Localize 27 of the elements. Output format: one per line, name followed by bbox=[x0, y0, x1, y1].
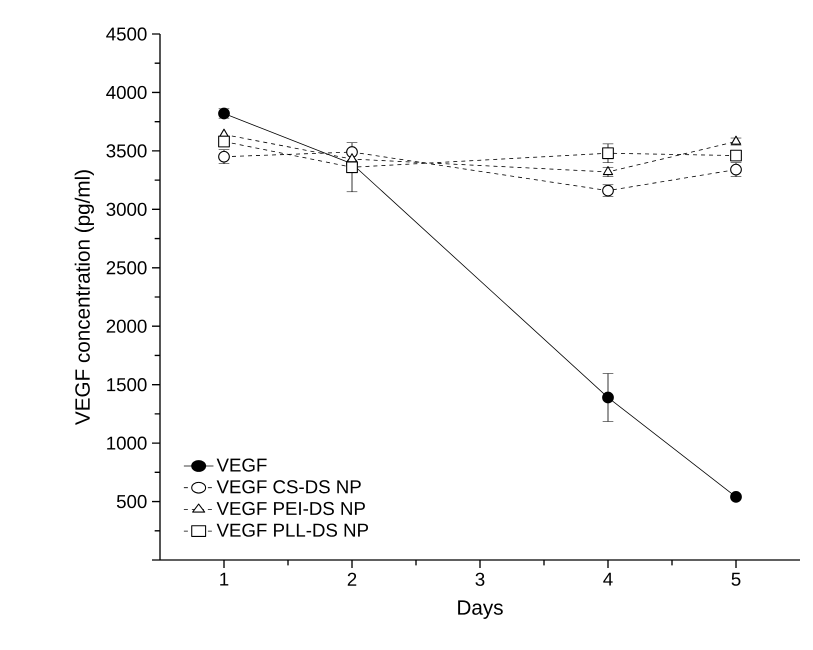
x-tick-label: 3 bbox=[476, 572, 484, 586]
y-tick-label: 2000 bbox=[106, 320, 147, 333]
point bbox=[602, 147, 614, 160]
y-tick-label: 1500 bbox=[107, 378, 147, 392]
point bbox=[602, 392, 614, 404]
y-tick-label: 4000 bbox=[106, 86, 147, 100]
y-tick-label: 3500 bbox=[106, 144, 147, 158]
y-tick-label: 1000 bbox=[107, 436, 147, 450]
y-tick-label: 500 bbox=[116, 494, 147, 508]
legend-label: VEGF PLL-DS NP bbox=[216, 524, 368, 537]
x-tick-label: 5 bbox=[732, 572, 740, 586]
y-axis-title: VEGF concentration (pg/ml) bbox=[74, 170, 94, 425]
point bbox=[730, 491, 742, 503]
point bbox=[730, 150, 742, 162]
point bbox=[730, 136, 742, 145]
legend-label: VEGF CS-DS NP bbox=[216, 480, 361, 494]
x-tick-label: 2 bbox=[348, 572, 356, 586]
x-axis-title: Days bbox=[458, 600, 503, 619]
legend-label: VEGF PEI-DS NP bbox=[216, 502, 365, 516]
y-tick-label: 2500 bbox=[106, 261, 147, 274]
legend-label: VEGF bbox=[216, 458, 267, 472]
x-tick-label: 4 bbox=[603, 572, 613, 586]
point bbox=[346, 161, 358, 174]
y-tick-label: 3000 bbox=[106, 202, 147, 216]
x-tick-label: 1 bbox=[220, 572, 228, 586]
y-tick-label: 4500 bbox=[106, 27, 147, 41]
point bbox=[218, 136, 230, 148]
